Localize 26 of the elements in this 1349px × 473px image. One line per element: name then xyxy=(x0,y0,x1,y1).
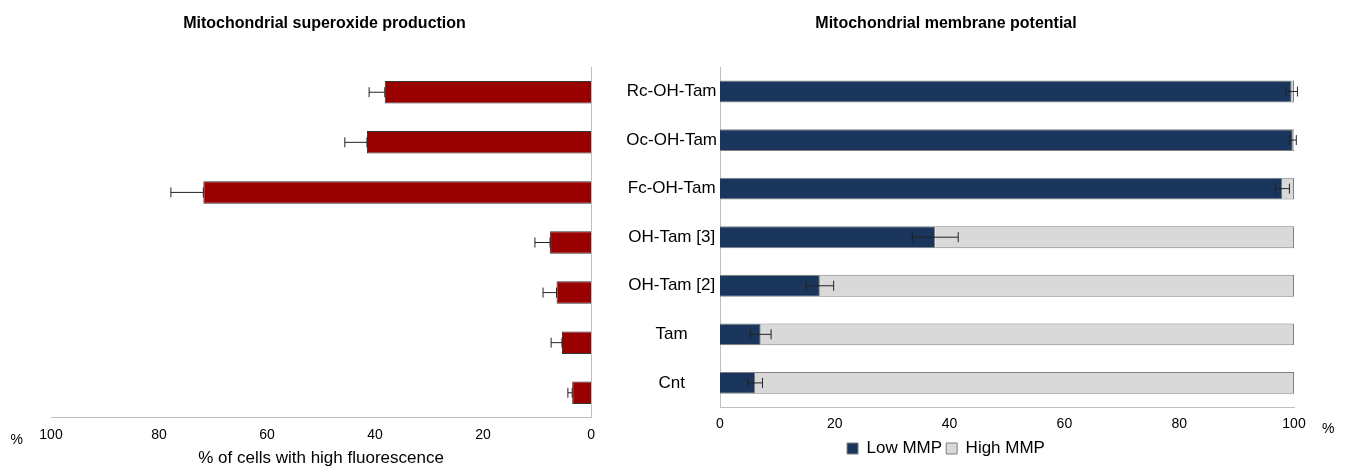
y-tick-label: OH-Tam [3] xyxy=(628,226,716,246)
y-tick-label: Cnt xyxy=(658,372,686,392)
y-tick-label: Tam xyxy=(655,324,688,344)
x-tick-label: 80 xyxy=(151,426,168,443)
chart-title: Mitochondrial superoxide production xyxy=(183,14,466,32)
text: % xyxy=(10,430,23,447)
x-tick-label: 20 xyxy=(475,426,492,443)
y-tick-label: Fc-OH-Tam xyxy=(627,178,716,198)
x-tick-label: 80 xyxy=(1171,415,1188,432)
x-tick-label: 100 xyxy=(39,426,63,443)
x-tick-label: 0 xyxy=(716,415,725,432)
y-tick-label: Oc-OH-Tam xyxy=(626,129,718,149)
text: % xyxy=(1322,420,1335,437)
x-tick-label: 100 xyxy=(1282,415,1306,432)
x-tick-label: 60 xyxy=(1056,415,1073,432)
chart-title: Mitochondrial membrane potential xyxy=(815,14,1077,32)
legend-label: High MMP xyxy=(965,438,1045,458)
x-axis-title: % of cells with high fluorescence xyxy=(198,448,444,468)
x-tick-label: 20 xyxy=(827,415,843,432)
x-tick-label: 0 xyxy=(587,426,596,443)
x-tick-label: 40 xyxy=(941,415,958,432)
y-tick-label: OH-Tam [2] xyxy=(628,275,716,295)
y-tick-label: Rc-OH-Tam xyxy=(626,81,717,101)
x-tick-label: 40 xyxy=(367,426,384,443)
legend-label: Low MMP xyxy=(866,438,943,458)
x-tick-label: 60 xyxy=(259,426,276,443)
